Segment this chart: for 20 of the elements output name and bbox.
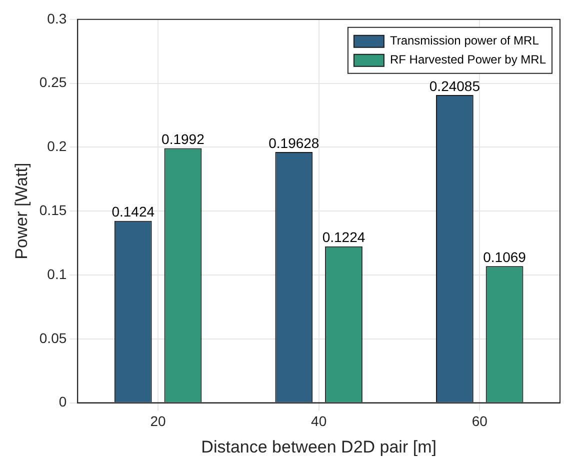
x-tick-label: 20 (150, 413, 166, 430)
x-axis-title: Distance between D2D pair [m] (201, 437, 436, 456)
y-tick-label: 0.15 (39, 202, 67, 218)
data-label: 0.1992 (162, 131, 205, 148)
y-tick-label: 0 (58, 394, 67, 410)
legend-label: RF Harvested Power by MRL (390, 52, 546, 67)
y-tick-label: 0.25 (39, 74, 67, 90)
y-tick-label: 0.05 (39, 330, 67, 346)
y-tick-label: 0.3 (47, 10, 67, 26)
y-tick-label: 0.2 (47, 138, 67, 154)
data-label: 0.1424 (112, 204, 155, 220)
legend-label: Transmission power of MRL (390, 34, 540, 48)
x-tick-label: 60 (472, 413, 488, 430)
y-axis-title: Power [Watt] (12, 162, 31, 260)
data-label: 0.1069 (483, 249, 526, 266)
data-label: 0.1224 (322, 229, 366, 246)
data-label: 0.19628 (268, 134, 320, 151)
data-label: 0.24085 (429, 78, 480, 94)
x-tick-label: 40 (311, 413, 327, 430)
y-tick-label: 0.1 (47, 266, 67, 282)
